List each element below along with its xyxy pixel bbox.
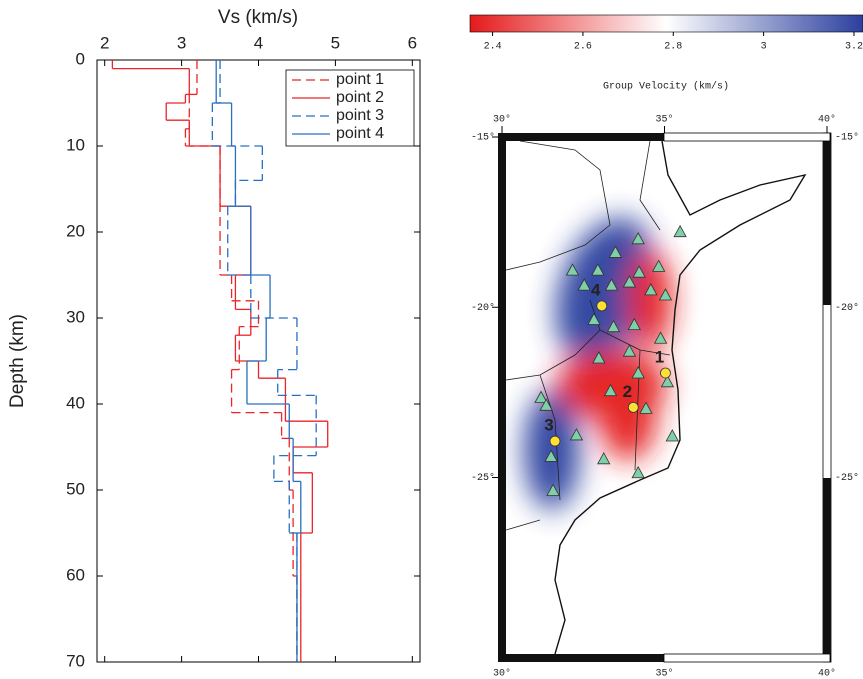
x-axis-label: Vs (km/s) — [218, 7, 298, 28]
y-axis-label: Depth (km) — [7, 314, 28, 408]
point — [596, 300, 608, 312]
y-tick-label: 70 — [66, 651, 85, 670]
station — [631, 366, 645, 379]
station — [673, 224, 687, 238]
legend-label: point 3 — [336, 107, 384, 124]
point-label: 2 — [623, 382, 632, 401]
map-field — [506, 141, 807, 654]
y-tick-label: 30 — [66, 307, 85, 326]
legend-box — [285, 69, 415, 147]
point — [627, 401, 639, 413]
lat-tick-label: -25° — [835, 472, 859, 484]
station — [660, 375, 675, 388]
station — [665, 429, 679, 442]
lat-tick-label: -20° — [471, 302, 495, 314]
station — [631, 231, 645, 245]
station — [606, 319, 621, 333]
station — [565, 263, 580, 276]
lon-tick-label: 35° — [655, 668, 673, 679]
station — [592, 351, 606, 364]
station — [622, 275, 637, 288]
station — [658, 288, 673, 301]
profile — [215, 60, 302, 662]
y-tick-label: 60 — [66, 565, 85, 584]
station — [604, 278, 619, 291]
lon-tick-label: 35° — [655, 114, 673, 126]
y-tick-label: 0 — [76, 49, 85, 68]
station — [539, 398, 553, 411]
y-tick-label: 40 — [66, 393, 85, 412]
lat-tick-label: -15° — [835, 132, 859, 144]
station — [631, 465, 645, 479]
x-tick-label: 2 — [100, 33, 109, 52]
colorbar-tick-label: 2.6 — [574, 42, 592, 53]
station — [569, 428, 584, 441]
x-tick-label: 6 — [408, 33, 417, 52]
point — [549, 435, 561, 447]
point-label: 4 — [591, 280, 601, 299]
station — [603, 383, 618, 397]
y-tick-label: 10 — [66, 135, 85, 154]
station — [546, 483, 560, 496]
station — [632, 265, 646, 278]
station — [608, 245, 623, 258]
colorbar-tick-label: 3 — [761, 42, 767, 53]
colorbar-tick-label: 2.4 — [484, 42, 502, 53]
point-label: 3 — [544, 416, 553, 435]
colorbar — [469, 14, 863, 33]
y-tick-label: 20 — [66, 221, 85, 240]
x-tick-label: 4 — [254, 33, 263, 52]
x-tick-label: 5 — [331, 33, 340, 52]
lon-tick-label: 30° — [493, 668, 511, 679]
station — [544, 449, 558, 462]
station — [534, 390, 548, 403]
station — [627, 317, 641, 331]
legend-label: point 1 — [336, 71, 384, 88]
legend-label: point 4 — [336, 125, 384, 142]
lon-tick-label: 40° — [818, 668, 836, 679]
station — [597, 451, 611, 465]
x-tick-label: 3 — [177, 33, 186, 52]
station — [651, 259, 666, 272]
station — [591, 263, 605, 276]
lat-tick-label: -15° — [471, 132, 495, 144]
lat-tick-label: -20° — [835, 302, 859, 314]
colorbar-tick-label: 3.2 — [845, 42, 863, 53]
station — [622, 344, 637, 357]
y-tick-label: 50 — [66, 479, 85, 498]
station — [644, 283, 658, 296]
station — [587, 312, 601, 325]
legend-label: point 2 — [336, 89, 384, 106]
station — [653, 331, 668, 344]
point-label: 1 — [655, 347, 664, 366]
colorbar-label: Group Velocity (km/s) — [603, 81, 729, 93]
station — [577, 278, 591, 291]
colorbar-tick-label: 2.8 — [664, 42, 682, 53]
lat-tick-label: -25° — [471, 472, 495, 484]
point — [660, 367, 671, 379]
lon-tick-label: 40° — [818, 114, 836, 126]
lon-tick-label: 30° — [493, 114, 511, 126]
station — [639, 401, 653, 414]
profile — [111, 60, 329, 662]
